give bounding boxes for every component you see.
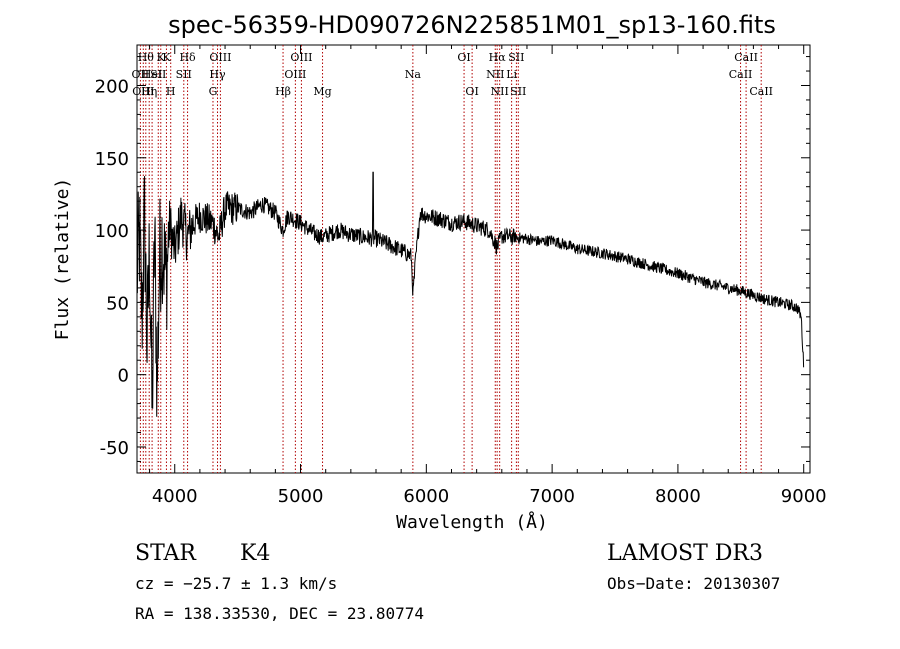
spectral-line-label-21: NII [486, 68, 504, 81]
spectral-line-label-14: Hβ [275, 85, 291, 98]
spectral-line-label-5: SII [150, 68, 166, 81]
spectral-line-label-4: HeI [142, 68, 162, 81]
spectral-line-label-27: CaII [729, 68, 753, 81]
spectral-line-label-20: OI [465, 85, 478, 98]
coordinates: RA = 138.33530, DEC = 23.80774 [135, 604, 424, 623]
spectral-line-label-0: OII [132, 68, 150, 81]
spectral-line-label-22: Hα [489, 51, 507, 64]
chart-title: spec-56359-HD090726N225851M01_sp13-160.f… [168, 11, 776, 39]
spectral-line-label-12: Hγ [209, 68, 226, 81]
x-tick-label-4: 8000 [655, 486, 701, 507]
spectral-line-label-28: CaII [734, 51, 758, 64]
spectral-line-label-9: SII [176, 68, 192, 81]
spectral-line-label-6: K [157, 51, 166, 64]
plot-area: OIIOIIIHθHηHeISIIKKHSIIHδGHγOIIIHβOIIIOI… [95, 44, 827, 507]
spectral-line-label-11: G [209, 85, 218, 98]
x-tick-label-2: 6000 [403, 486, 449, 507]
x-axis-ticks: 4000 5000 6000 7000 8000 9000 [149, 45, 827, 507]
observation-date: Obs−Date: 20130307 [607, 574, 780, 593]
x-tick-label-3: 7000 [529, 486, 575, 507]
object-class: STAR [135, 541, 197, 566]
y-tick-label-5: 200 [95, 76, 129, 97]
y-tick-label-0: -50 [100, 438, 129, 459]
spectral-line-label-29: CaII [749, 85, 773, 98]
y-tick-label-2: 50 [106, 293, 129, 314]
spectral-line-label-3: Hη [141, 85, 157, 98]
y-tick-label-3: 100 [95, 221, 129, 242]
x-axis-label: Wavelength (Å) [396, 511, 548, 533]
y-tick-label-1: 0 [118, 366, 129, 387]
plot-frame [136, 44, 811, 474]
x-tick-label-0: 4000 [152, 486, 198, 507]
x-tick-label-5: 9000 [781, 486, 827, 507]
spectral-line-label-15: OIII [284, 68, 306, 81]
survey-name: LAMOST DR3 [607, 541, 763, 566]
spectral-line-label-19: OI [457, 51, 470, 64]
redshift-value: cz = −25.7 ± 1.3 km/s [135, 574, 337, 593]
spectral-line-label-18: Na [405, 68, 422, 81]
spectral-line-label-13: OIII [209, 51, 231, 64]
spectral-line-label-23: NII [491, 85, 509, 98]
spectral-line-labels: OIIOIIIHθHηHeISIIKKHSIIHδGHγOIIIHβOIIIOI… [132, 51, 773, 98]
y-axis-label: Flux (relative) [52, 178, 73, 341]
spectral-line-label-16: OIII [290, 51, 312, 64]
spectral-line-label-25: SII [508, 51, 524, 64]
x-tick-label-1: 5000 [278, 486, 324, 507]
y-tick-label-4: 150 [95, 149, 129, 170]
spectral-line-label-1: OIII [132, 85, 154, 98]
spectral-line-label-24: Li [506, 68, 517, 81]
spectral-line-label-8: H [166, 85, 176, 98]
spectral-line-markers [139, 45, 762, 473]
spectral-line-label-26: SII [510, 85, 526, 98]
spectral-line-label-10: Hδ [179, 51, 196, 64]
spectral-line-label-17: Mg [313, 85, 331, 98]
y-axis-ticks: -50 0 50 100 150 200 [95, 56, 810, 462]
spectral-line-label-2: Hθ [138, 51, 155, 64]
spectral-line-label-7: K [162, 51, 171, 64]
object-subclass: K4 [240, 541, 270, 566]
spectrum-curve [136, 171, 805, 417]
